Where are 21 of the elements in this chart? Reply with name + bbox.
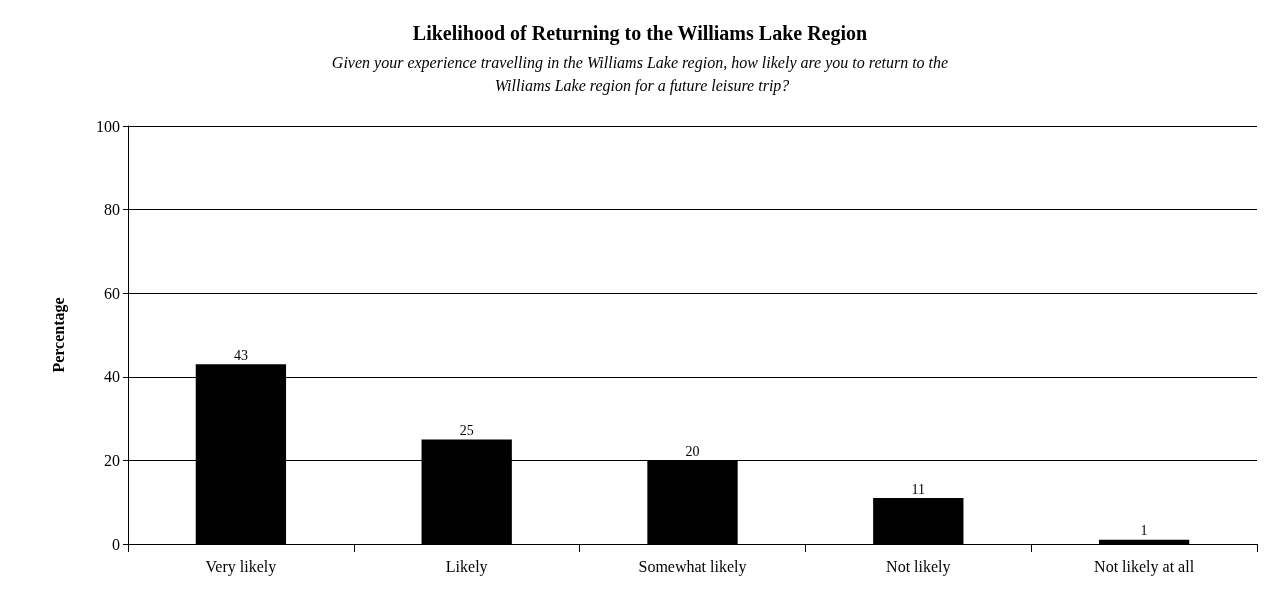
x-tick-label: Very likely <box>205 557 277 576</box>
data-label: 43 <box>233 347 248 363</box>
y-tick-label: 60 <box>104 284 120 302</box>
y-tick-label: 40 <box>104 368 120 386</box>
x-tick-label: Not likely at all <box>1094 557 1195 576</box>
y-tick-label: 80 <box>104 201 120 219</box>
y-tick-label: 0 <box>112 535 120 553</box>
chart-subtitle: Given your experience travelling in the Williams Lake region, how likely are you to return to the Williams Lake region for a future leisure trip? <box>331 54 949 95</box>
data-label: 25 <box>459 423 474 438</box>
x-tick-label: Not likely <box>886 557 951 576</box>
data-label: 1 <box>1140 523 1148 539</box>
bar <box>1098 539 1190 544</box>
data-label: 20 <box>685 443 700 459</box>
bar <box>873 498 964 544</box>
chart-title: Likelihood of Returning to the Williams Lake Region <box>412 22 868 45</box>
x-tick-label: Somewhat likely <box>638 557 747 576</box>
x-tick-label: Likely <box>445 557 488 576</box>
y-axis-title: Percentage <box>49 297 68 373</box>
data-label: 11 <box>911 481 926 497</box>
y-tick-label: 20 <box>104 451 120 469</box>
y-tick-label: 100 <box>96 117 120 135</box>
